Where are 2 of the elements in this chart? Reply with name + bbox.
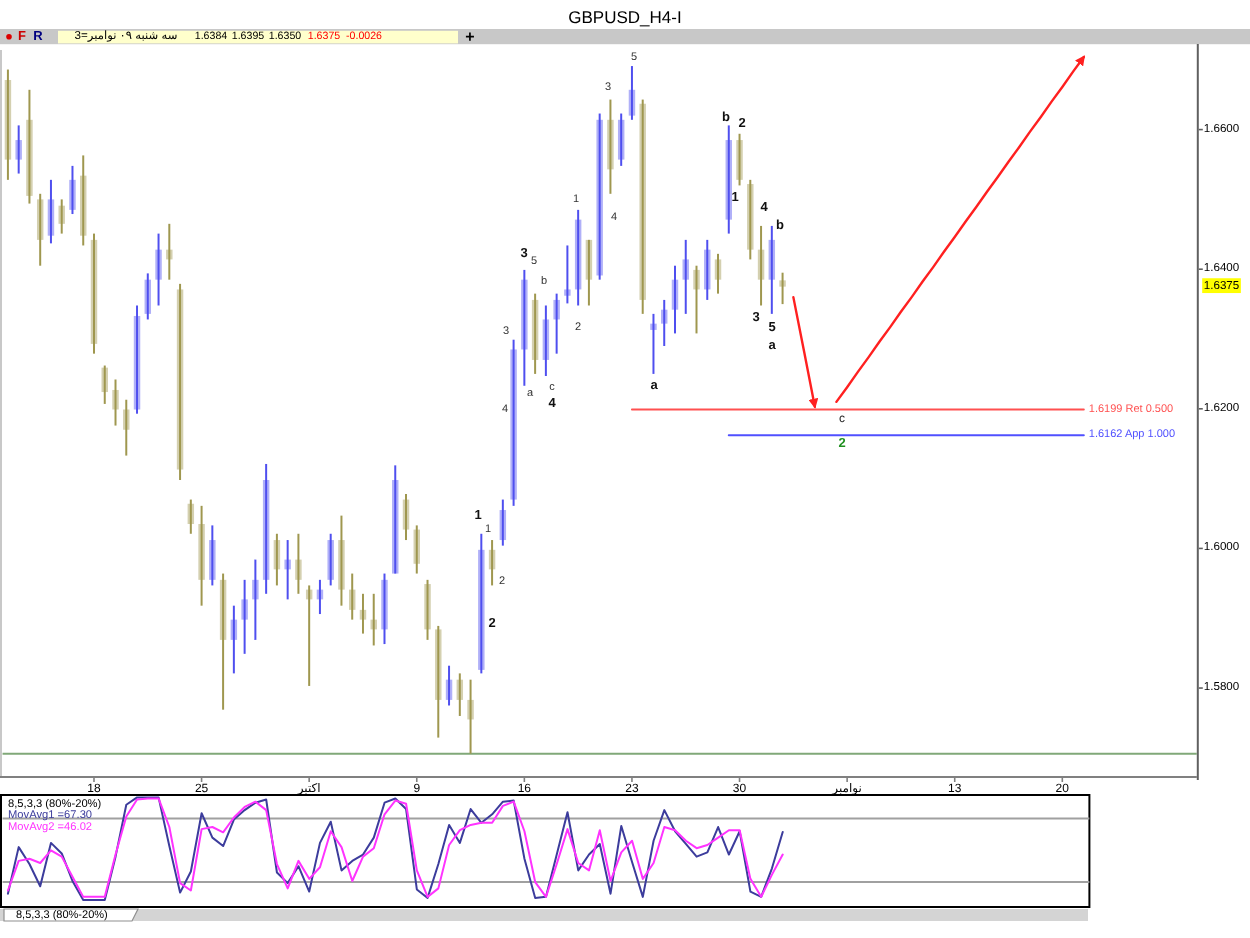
chart-title: GBPUSD_H4-I	[568, 7, 682, 27]
text: +	[465, 28, 476, 47]
